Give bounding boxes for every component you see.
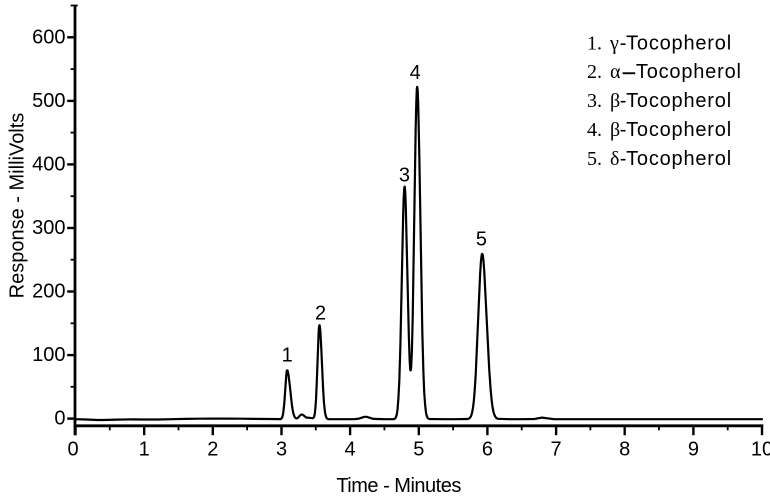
- svg-text:2: 2: [207, 439, 218, 461]
- svg-text:6: 6: [482, 439, 493, 461]
- svg-text:7: 7: [551, 439, 562, 461]
- svg-text:4.β-Tocopherol: 4. β-Tocopherol: [587, 119, 732, 141]
- svg-text:300: 300: [32, 217, 65, 239]
- svg-text:3.β-Tocopherol: 3. β-Tocopherol: [587, 90, 732, 112]
- svg-text:3: 3: [399, 165, 410, 187]
- svg-text:200: 200: [32, 281, 65, 303]
- svg-text:10: 10: [751, 439, 770, 461]
- svg-text:9: 9: [688, 439, 699, 461]
- svg-text:400: 400: [32, 153, 65, 175]
- svg-text:4: 4: [410, 62, 421, 84]
- svg-text:3: 3: [276, 439, 287, 461]
- svg-text:1: 1: [139, 439, 150, 461]
- svg-text:8: 8: [619, 439, 630, 461]
- svg-text:500: 500: [32, 90, 65, 112]
- svg-text:100: 100: [32, 344, 65, 366]
- svg-text:4: 4: [345, 439, 356, 461]
- svg-text:0: 0: [54, 408, 65, 430]
- svg-text:Response - MilliVolts: Response - MilliVolts: [7, 113, 29, 299]
- svg-text:5.δ-Tocopherol: 5. δ-Tocopherol: [587, 148, 732, 170]
- svg-text:600: 600: [32, 26, 65, 48]
- svg-text:1: 1: [282, 345, 293, 367]
- svg-text:Time - Minutes: Time - Minutes: [336, 475, 461, 497]
- svg-text:5: 5: [413, 439, 424, 461]
- svg-text:5: 5: [476, 228, 487, 250]
- svg-text:1.γ-Tocopherol: 1. γ-Tocopherol: [587, 32, 732, 54]
- svg-text:2: 2: [315, 303, 326, 325]
- svg-text:0: 0: [67, 439, 78, 461]
